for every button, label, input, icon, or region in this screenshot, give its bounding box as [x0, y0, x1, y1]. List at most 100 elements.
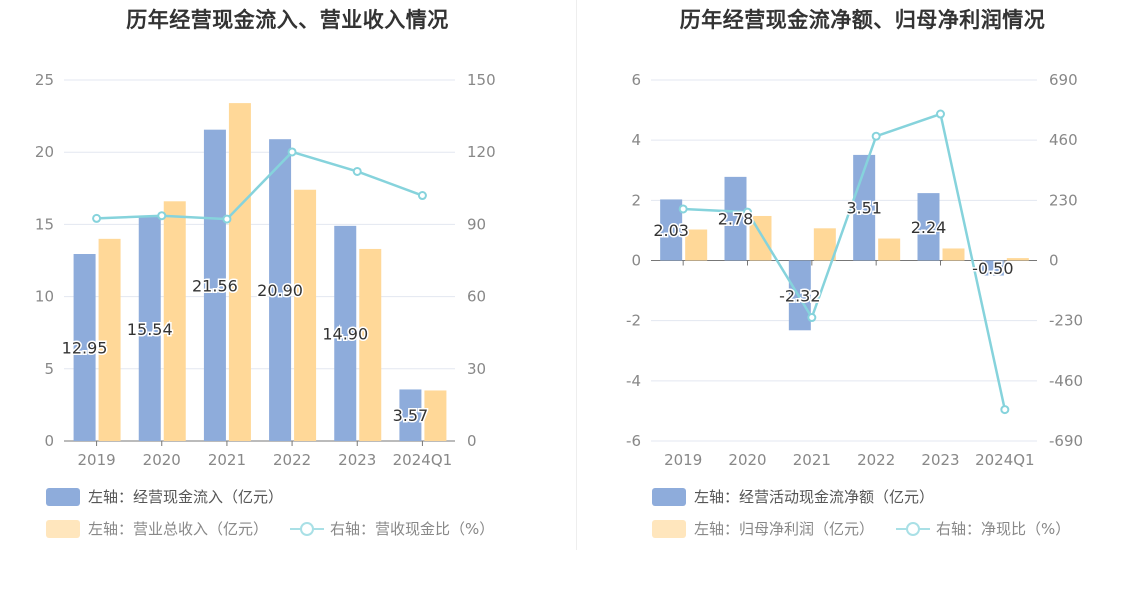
bar-series-2	[942, 248, 965, 261]
line-series	[96, 150, 423, 221]
x-axis-tick: 2024Q1	[393, 451, 453, 469]
data-label: -0.50	[972, 259, 1013, 278]
left-axis-tick: 2	[631, 191, 641, 209]
line-point	[1000, 405, 1010, 415]
bar-series-2	[163, 201, 186, 441]
bar-series-2	[685, 229, 708, 261]
legend-item-net-cash-ratio[interactable]: 右轴：净现比（%）	[896, 518, 1070, 539]
line-point	[352, 166, 362, 176]
bar-series-1	[788, 260, 811, 331]
legend-label: 左轴：经营活动现金流净额（亿元）	[694, 488, 935, 506]
bar-series-1	[138, 216, 161, 441]
left-axis-tick: 20	[35, 143, 54, 161]
x-axis-tick: 2020	[143, 451, 181, 469]
legend-label: 左轴：营业总收入（亿元）	[88, 520, 269, 538]
left-axis-tick: 25	[35, 71, 54, 89]
legend-label: 右轴：净现比（%）	[936, 520, 1071, 538]
data-label: 3.57	[393, 406, 429, 425]
right-axis-tick: 0	[467, 432, 477, 450]
legend-item-net-cash-flow[interactable]: 左轴：经营活动现金流净额（亿元）	[652, 486, 934, 507]
x-axis-tick: 2023	[921, 451, 959, 469]
left-axis-tick: -2	[626, 312, 641, 330]
bar-series-1	[917, 193, 940, 261]
left-axis-tick: 6	[631, 71, 641, 89]
legend-swatch-bar	[652, 487, 686, 506]
data-label: 15.54	[127, 320, 173, 339]
bar-series-2	[878, 238, 901, 261]
right-axis-tick: 460	[1049, 131, 1078, 149]
legend-item-cash-ratio[interactable]: 右轴：营收现金比（%）	[290, 518, 494, 539]
left-axis-tick: 15	[35, 215, 54, 233]
bar-series-2	[813, 228, 836, 261]
data-label: 2.78	[718, 210, 754, 229]
line-point	[417, 191, 427, 201]
line-point	[222, 214, 232, 224]
left-axis-tick: -6	[626, 432, 641, 450]
legend-item-net-profit[interactable]: 左轴：归母净利润（亿元）	[652, 518, 874, 539]
legend-swatch-line	[896, 520, 931, 538]
bar-series-1	[660, 199, 683, 261]
line-point	[743, 207, 752, 217]
bar-series-1	[73, 254, 96, 441]
legend-item-revenue[interactable]: 左轴：营业总收入（亿元）	[46, 518, 268, 539]
left-axis-tick: -4	[626, 372, 641, 390]
line-point	[678, 204, 688, 214]
legend-swatch-line	[290, 520, 325, 538]
data-label: 21.56	[192, 276, 238, 295]
right-axis-tick: 30	[467, 360, 486, 378]
line-point	[936, 109, 945, 119]
chart-plot: 0 5 10 15 20 25 0 30 60 90 120 150 2019 2020 2021 2022 2…	[35, 71, 496, 469]
bar-series-2	[1006, 258, 1029, 261]
left-axis-tick: 4	[631, 131, 641, 149]
right-axis-tick: -690	[1049, 432, 1083, 450]
legend-row-2: 左轴：归母净利润（亿元） 右轴：净现比（%）	[652, 518, 1092, 539]
chart-panel-right: 历年经营现金流净额、归母净利润情况 -6 -4 -2 0 2 4 6 -690 -460 -230…	[577, 0, 1148, 589]
bar-series-2	[98, 238, 121, 441]
line-point	[287, 147, 297, 157]
legend-swatch-bar	[46, 487, 80, 506]
line-point	[157, 211, 167, 221]
bar-series-2	[749, 215, 772, 261]
line-point	[871, 131, 881, 141]
bar-series-2	[294, 189, 317, 441]
legend-row-1: 左轴：经营活动现金流净额（亿元）	[652, 486, 956, 507]
right-axis-tick: 230	[1049, 191, 1078, 209]
right-axis-tick: 90	[467, 215, 486, 233]
data-label: 20.90	[257, 281, 303, 300]
bar-series-2	[228, 103, 251, 441]
left-axis-tick: 10	[35, 288, 54, 306]
chart-panel-left: 历年经营现金流入、营业收入情况 0 5 10 15 20 25 0 30 60 90 120 150 2…	[35, 8, 496, 539]
legend-row-1: 左轴：经营现金流入（亿元）	[46, 486, 305, 507]
data-label: 12.95	[62, 339, 108, 358]
legend-label: 左轴：经营现金流入（亿元）	[88, 488, 284, 506]
x-axis-tick: 2021	[793, 451, 831, 469]
right-axis-tick: 60	[467, 288, 486, 306]
x-axis-tick: 2019	[664, 451, 702, 469]
bar-series-2	[424, 390, 447, 441]
x-axis-tick: 2021	[208, 451, 246, 469]
left-axis-tick: 5	[44, 360, 54, 378]
left-axis-tick: 0	[631, 252, 641, 270]
bar-series-2	[359, 248, 382, 441]
x-axis-tick: 2019	[77, 451, 115, 469]
data-label: -2.32	[779, 286, 820, 305]
left-axis-tick: 0	[44, 432, 54, 450]
data-label: 2.24	[911, 218, 947, 237]
legend-swatch-bar	[46, 519, 80, 538]
right-axis-tick: -230	[1049, 312, 1083, 330]
chart-plot: -6 -4 -2 0 2 4 6 -690 -460 -230 0 230 460 690 2019 2020…	[626, 71, 1083, 469]
line-point	[92, 213, 102, 223]
legend-item-cash-inflow[interactable]: 左轴：经营现金流入（亿元）	[46, 486, 283, 507]
legend-swatch-bar	[652, 519, 686, 538]
panel-divider	[576, 0, 577, 550]
right-axis-tick: 150	[467, 71, 496, 89]
chart-title: 历年经营现金流入、营业收入情况	[126, 8, 449, 32]
data-label: 2.03	[653, 221, 689, 240]
data-label: 14.90	[322, 324, 368, 343]
legend-label: 左轴：归母净利润（亿元）	[694, 520, 875, 538]
x-axis-tick: 2022	[857, 451, 895, 469]
line-series	[683, 112, 1007, 410]
bar-series-1	[334, 225, 357, 441]
bar-series-1	[203, 129, 226, 442]
bar-series-1	[269, 139, 292, 442]
